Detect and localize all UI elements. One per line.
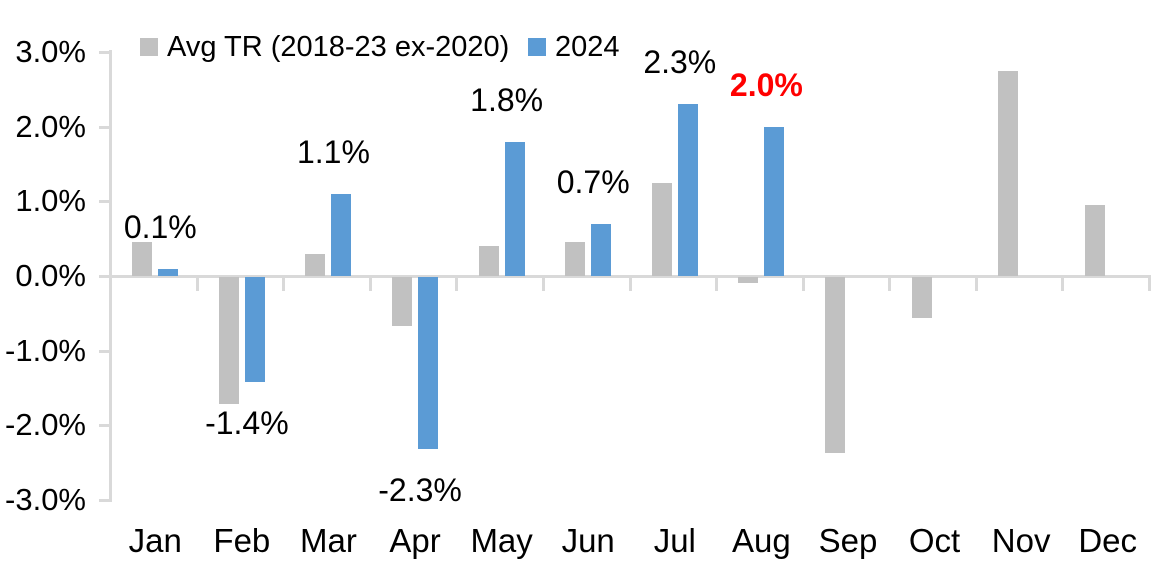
bar-avg-tr-jun — [565, 242, 586, 276]
data-label-jun: 0.7% — [556, 163, 630, 200]
bar-avg-tr-feb — [218, 277, 239, 404]
data-label-jul: 2.3% — [643, 44, 717, 81]
bar-avg-tr-nov — [998, 70, 1019, 276]
chart-legend: Avg TR (2018-23 ex-2020) 2024 — [0, 31, 1152, 63]
y-axis-tick — [99, 349, 112, 353]
category-tick — [368, 276, 372, 291]
data-label-mar: 1.1% — [296, 133, 370, 170]
y-axis-tick — [99, 499, 112, 503]
bar-avg-tr-mar — [305, 253, 326, 276]
category-tick — [715, 276, 719, 291]
month-label-oct: Oct — [908, 522, 961, 559]
y-axis-tick — [99, 125, 112, 129]
y-axis-label: 0.0% — [15, 258, 86, 293]
bar-avg-tr-oct — [911, 277, 932, 319]
data-label-apr: -2.3% — [378, 471, 462, 508]
category-tick — [974, 276, 978, 291]
bar-2024-apr — [418, 277, 439, 449]
legend-item-avg-tr: Avg TR (2018-23 ex-2020) — [140, 31, 510, 63]
bar-avg-tr-aug — [738, 277, 759, 283]
month-label-may: May — [470, 522, 533, 559]
bar-avg-tr-jan — [132, 242, 153, 276]
month-label-jan: Jan — [128, 522, 182, 559]
bar-avg-tr-may — [478, 246, 499, 276]
bar-2024-feb — [244, 277, 265, 382]
category-tick — [195, 276, 199, 291]
legend-item-2024: 2024 — [528, 31, 620, 63]
data-label-feb: -1.4% — [205, 404, 289, 441]
y-axis-label: 3.0% — [15, 33, 86, 69]
legend-label-avg-tr: Avg TR (2018-23 ex-2020) — [167, 31, 510, 63]
y-axis-label: -2.0% — [5, 407, 86, 443]
month-label-dec: Dec — [1078, 522, 1138, 559]
bar-2024-jul — [677, 104, 698, 276]
y-axis-label: -1.0% — [5, 332, 86, 368]
data-label-aug: 2.0% — [729, 66, 803, 103]
month-label-apr: Apr — [389, 522, 441, 559]
category-tick — [455, 276, 459, 291]
x-axis-line — [99, 275, 1151, 278]
category-tick — [888, 276, 892, 291]
y-axis-label: 2.0% — [15, 108, 86, 144]
bar-avg-tr-dec — [1084, 205, 1105, 276]
bar-2024-may — [504, 141, 525, 276]
month-label-jun: Jun — [561, 522, 615, 559]
bar-2024-jan — [158, 268, 179, 276]
bar-avg-tr-apr — [392, 277, 413, 326]
data-label-jan: 0.1% — [123, 208, 197, 245]
bar-avg-tr-sep — [824, 277, 845, 453]
month-label-sep: Sep — [818, 522, 878, 559]
bar-avg-tr-jul — [651, 182, 672, 276]
month-label-aug: Aug — [732, 522, 791, 559]
legend-swatch-2024 — [528, 38, 546, 56]
y-axis-tick — [99, 200, 112, 204]
y-axis-tick — [99, 50, 112, 54]
data-label-may: 1.8% — [470, 81, 544, 118]
month-label-nov: Nov — [991, 522, 1051, 559]
y-axis-label: 1.0% — [15, 183, 86, 219]
y-axis-label: -3.0% — [5, 482, 86, 518]
category-tick — [1061, 276, 1065, 291]
category-tick — [1148, 276, 1151, 291]
month-label-feb: Feb — [213, 522, 271, 559]
category-tick — [628, 276, 632, 291]
legend-label-2024: 2024 — [555, 31, 620, 63]
category-tick — [541, 276, 545, 291]
bar-2024-mar — [331, 193, 352, 276]
category-tick — [282, 276, 286, 291]
legend-swatch-avg-tr — [140, 38, 158, 56]
y-axis-tick — [99, 424, 112, 428]
month-label-jul: Jul — [653, 522, 696, 559]
bar-2024-aug — [764, 126, 785, 276]
y-axis-tick — [99, 275, 112, 278]
bar-2024-jun — [591, 223, 612, 276]
month-label-mar: Mar — [300, 522, 357, 559]
category-tick — [801, 276, 805, 291]
